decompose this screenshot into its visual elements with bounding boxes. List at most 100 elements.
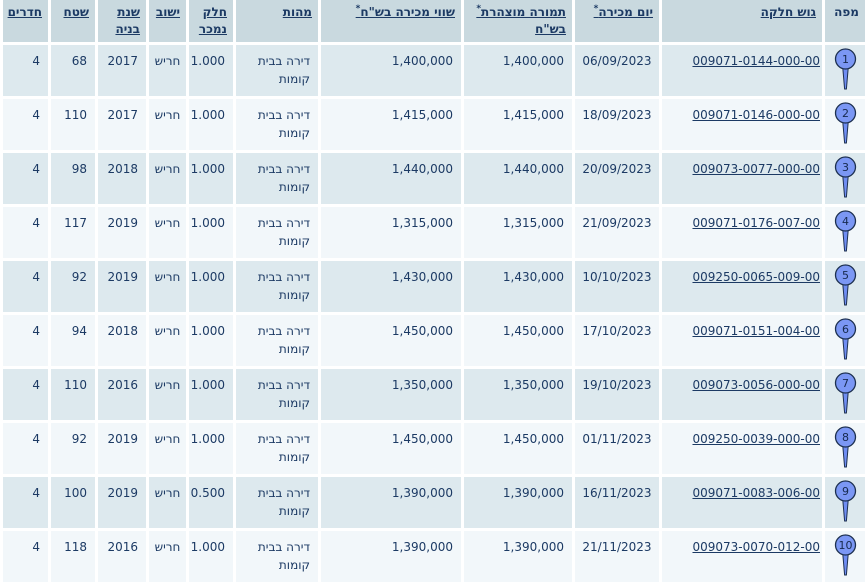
cell-value-area: 100 [64,486,87,500]
cell-value-build_year: 2017 [107,54,138,68]
map-pin-button[interactable]: 6 [832,318,859,361]
cell-nature: דירה בבית קומות [236,207,318,258]
map-pin-icon: 6 [834,318,856,360]
cell-declared: 1,430,000 [464,261,572,312]
gush-helka-link[interactable]: 009250-0065-009-00 [692,270,820,284]
cell-sale_date: 17/10/2023 [575,315,659,366]
table-row: 8 009250-0039-000-00 01/11/2023 1,450,000 1,… [3,423,865,474]
cell-build_year: 2019 [98,423,146,474]
cell-sale_date: 10/10/2023 [575,261,659,312]
cell-value-declared: 1,450,000 [502,324,564,338]
sort-link-part_sold[interactable]: חלק נמכר [191,4,227,38]
cell-area: 110 [51,99,95,150]
cell-declared: 1,450,000 [464,423,572,474]
column-label-text: מפה [834,5,859,19]
cell-value-settlement: חריש [154,432,181,446]
column-header-sale_date: יום מכירה* [575,0,659,42]
map-pin-icon: 8 [834,426,856,468]
column-label-text: מהות [282,5,312,19]
cell-area: 68 [51,45,95,96]
gush-helka-link[interactable]: 009071-0144-000-00 [692,54,820,68]
cell-value-rooms: 4 [32,216,40,230]
cell-settlement: חריש [149,477,186,528]
map-pin-button[interactable]: 8 [832,426,859,469]
required-asterisk: * [593,4,599,14]
cell-pin: 9 [825,477,865,528]
map-pin-button[interactable]: 4 [832,210,859,253]
real-estate-deals-page: { "colors": { "header_bg": "#c9d9df", "r… [3,0,865,582]
sort-link-sale_date[interactable]: יום מכירה* [577,4,653,21]
sort-link-rooms[interactable]: חדרים [5,4,42,21]
cell-value-rooms: 4 [32,162,40,176]
cell-value-settlement: חריש [154,378,181,392]
cell-value-declared: 1,390,000 [502,486,564,500]
table-row: 6 009071-0151-004-00 17/10/2023 1,450,000 1,… [3,315,865,366]
cell-value-rooms: 4 [32,54,40,68]
cell-value-settlement: חריש [154,486,181,500]
cell-build_year: 2019 [98,261,146,312]
cell-build_year: 2019 [98,207,146,258]
sort-link-settlement[interactable]: ישוב [151,4,180,21]
cell-value-settlement: חריש [154,162,181,176]
map-pin-button[interactable]: 10 [832,534,859,577]
gush-helka-link[interactable]: 009071-0083-006-00 [692,486,820,500]
cell-value-rooms: 4 [32,540,40,554]
sort-link-nature[interactable]: מהות [238,4,312,21]
cell-area: 98 [51,153,95,204]
cell-value-settlement: חריש [154,324,181,338]
cell-value-build_year: 2019 [107,270,138,284]
cell-value-value: 1,390,000 [391,486,453,500]
cell-value: 1,450,000 [321,315,461,366]
cell-value-declared: 1,415,000 [502,108,564,122]
sort-link-build_year[interactable]: שנת בניה [100,4,140,38]
gush-helka-link[interactable]: 009250-0039-000-00 [692,432,820,446]
cell-nature: דירה בבית קומות [236,531,318,582]
map-pin-button[interactable]: 1 [832,48,859,91]
cell-part_sold: 1.000 [189,531,233,582]
cell-value-build_year: 2018 [107,324,138,338]
map-pin-number: 6 [842,323,849,336]
cell-value-nature: דירה בבית קומות [257,324,310,356]
cell-value-value: 1,400,000 [391,54,453,68]
cell-pin: 4 [825,207,865,258]
cell-pin: 6 [825,315,865,366]
column-label-text: נמכר [198,22,227,36]
cell-value-nature: דירה בבית קומות [257,540,310,572]
map-pin-icon: 5 [834,264,856,306]
gush-helka-link[interactable]: 009073-0070-012-00 [692,540,820,554]
map-pin-button[interactable]: 7 [832,372,859,415]
map-pin-icon: 2 [834,102,856,144]
cell-value-settlement: חריש [154,54,181,68]
cell-settlement: חריש [149,261,186,312]
map-pin-number: 4 [842,215,849,228]
sort-link-area[interactable]: שטח [53,4,90,21]
gush-helka-link[interactable]: 009071-0176-007-00 [692,216,820,230]
gush-helka-link[interactable]: 009071-0151-004-00 [692,324,820,338]
gush-helka-link[interactable]: 009073-0056-000-00 [692,378,820,392]
cell-value-rooms: 4 [32,324,40,338]
sort-link-declared[interactable]: תמורה מוצהרת* בש"ח [466,4,566,38]
cell-part_sold: 1.000 [189,369,233,420]
sort-link-gush[interactable]: גוש חלקה [664,4,816,21]
column-label-text: חלק [202,5,227,19]
map-pin-button[interactable]: 2 [832,102,859,145]
cell-gush: 009071-0146-000-00 [662,99,822,150]
cell-gush: 009250-0039-000-00 [662,423,822,474]
cell-value-build_year: 2016 [107,540,138,554]
gush-helka-link[interactable]: 009073-0077-000-00 [692,162,820,176]
cell-settlement: חריש [149,207,186,258]
map-pin-button[interactable]: 9 [832,480,859,523]
cell-rooms: 4 [3,423,48,474]
cell-value-area: 92 [71,270,87,284]
cell-declared: 1,440,000 [464,153,572,204]
cell-settlement: חריש [149,369,186,420]
map-pin-button[interactable]: 5 [832,264,859,307]
gush-helka-link[interactable]: 009071-0146-000-00 [692,108,820,122]
column-label-text: חדרים [7,5,42,19]
map-pin-button[interactable]: 3 [832,156,859,199]
cell-build_year: 2016 [98,531,146,582]
cell-value-area: 92 [71,432,87,446]
sort-link-value[interactable]: שווי מכירה בש"ח* [323,4,455,21]
cell-value-sale_date: 16/11/2023 [582,486,652,500]
cell-value-declared: 1,440,000 [502,162,564,176]
